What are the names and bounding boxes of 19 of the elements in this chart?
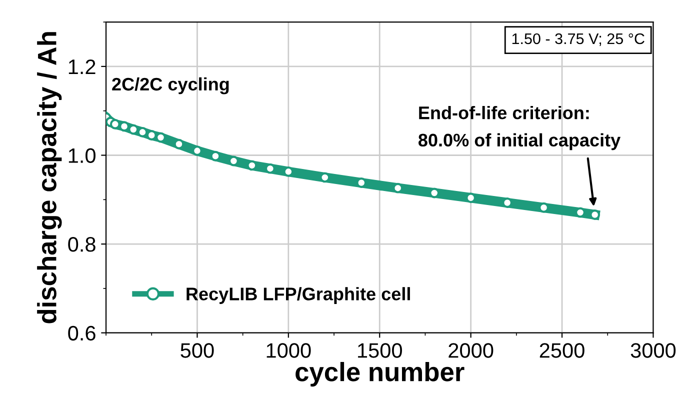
point [128,124,139,135]
x-axis-title: cycle number [296,362,464,387]
y-tick-label: 1.2 [68,59,96,74]
y-tick-label: 0.8 [68,237,96,252]
y-axis-title: discharge capacity / Ah [37,32,62,324]
annotation: 2C/2C cycling [112,77,229,94]
x-tick-label: 1500 [358,343,402,358]
y-tick-label: 1.0 [68,148,96,163]
x-tick-label: 1000 [266,343,311,358]
x-tick-label: 3000 [630,343,676,358]
annotation: 1.50 - 3.75 V; 25 °C [512,33,644,46]
x-tick-label: 2500 [540,343,584,358]
x-tick-label: 500 [180,343,214,358]
x-tick-label: 2000 [448,343,494,358]
y-tick-label: 0.6 [68,326,96,341]
point [174,138,184,150]
legend-label: RecyLIB LFP/Graphite cell [186,287,410,304]
annotation: End-of-life criterion: 80.0% of initial capacity [418,106,621,150]
point [192,146,202,156]
